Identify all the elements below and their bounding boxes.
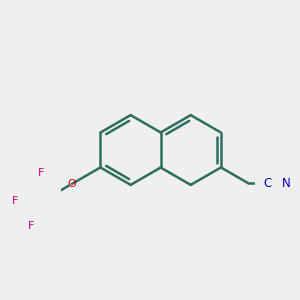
Text: N: N <box>282 177 291 190</box>
Text: O: O <box>67 179 76 189</box>
Text: F: F <box>38 168 44 178</box>
Text: F: F <box>12 196 18 206</box>
Text: C: C <box>263 177 272 190</box>
Text: F: F <box>28 221 34 231</box>
